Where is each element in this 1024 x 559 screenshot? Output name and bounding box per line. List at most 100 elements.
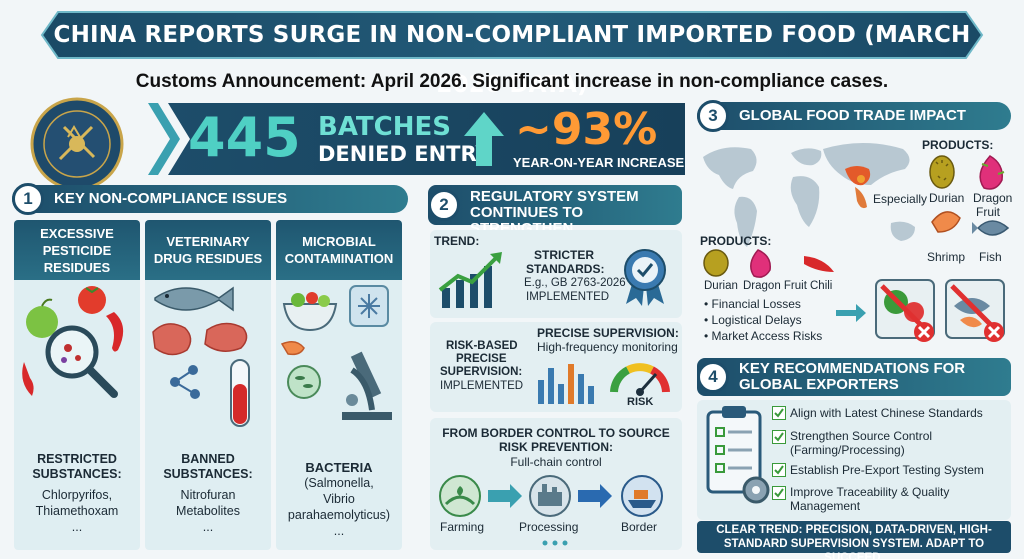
recommendation-item-2-line1: Strengthen Source Control	[790, 429, 933, 443]
certified-badge-icon	[624, 249, 666, 306]
issue-label-line2: BACTERIA	[305, 460, 373, 475]
rejected-products-icons	[875, 279, 1005, 342]
product-fruit-top: Fruit	[976, 205, 1000, 219]
clipboard-checklist-icon	[706, 406, 770, 504]
fish-icon	[976, 220, 1010, 236]
issue-detail-line1: Nitrofuran	[180, 488, 236, 502]
products-label-left: PRODUCTS:	[700, 234, 772, 248]
recommendation-item-4-line2: Management	[790, 499, 861, 513]
product-durian-top: Durian	[929, 191, 965, 205]
issue-label-line2: SUBSTANCES:	[163, 467, 253, 481]
border-title-line1: FROM BORDER CONTROL TO SOURCE	[442, 426, 670, 440]
border-detail: Full-chain control	[510, 455, 602, 469]
supply-chain-flow	[439, 475, 663, 517]
pesticide-produce-icon	[22, 286, 124, 398]
up-arrow-icon	[464, 112, 504, 166]
border-title-line2: RISK PREVENTION:	[498, 440, 613, 454]
pagination-dots	[542, 540, 568, 546]
conclusion-banner: CLEAR TREND: PRECISION, DATA-DRIVEN, HIG…	[697, 521, 1011, 559]
precise-title: PRECISE SUPERVISION:	[537, 326, 679, 340]
microbial-lab-icon	[280, 285, 392, 420]
dragon-fruit-icon	[750, 249, 771, 278]
section2-number: 2	[428, 189, 460, 221]
impact-item: • Market Access Risks	[704, 329, 823, 343]
issue-title: MICROBIAL CONTAMINATION	[276, 220, 402, 280]
product-dragon-left: Dragon Fruit	[743, 280, 807, 292]
issue-title: EXCESSIVE PESTICIDE RESIDUES	[14, 220, 140, 280]
risk-line4: IMPLEMENTED	[440, 380, 524, 392]
issue-title: VETERINARY DRUG RESIDUES	[145, 220, 271, 280]
stricter-detail2: IMPLEMENTED	[526, 291, 610, 303]
product-chili-left: Chili	[810, 280, 833, 292]
section4-title-line2: GLOBAL EXPORTERS	[739, 376, 899, 393]
veterinary-meat-fish-icon	[152, 286, 250, 427]
especially-label: Especially	[873, 192, 928, 206]
checkmark-icon	[772, 463, 786, 477]
section2-title-line1: REGULATORY SYSTEM	[470, 188, 639, 205]
title-banner-shape	[40, 11, 984, 59]
precise-detail: High-frequency monitoring	[537, 340, 678, 354]
product-dragon-top: Dragon	[973, 191, 1013, 205]
impact-market: Market Access Risks	[711, 329, 823, 343]
product-durian-left: Durian	[704, 280, 738, 292]
products-label-top: PRODUCTS:	[922, 138, 994, 152]
stat-banner	[148, 103, 685, 175]
denied-label: DENIED ENTRY	[318, 142, 491, 166]
issue-pesticide-card: EXCESSIVE PESTICIDE RESIDUES RESTRICTED …	[14, 220, 140, 550]
arrow-right-icon	[836, 304, 866, 322]
featured-products-icons	[929, 155, 1010, 236]
checkmark-icon	[772, 486, 786, 500]
chain-processing-label: Processing	[519, 520, 579, 534]
risk-gauge-icon	[610, 363, 670, 396]
issue-label-line2: SUBSTANCES:	[32, 467, 122, 481]
trend-label: TREND:	[434, 234, 480, 248]
checkmark-icon	[772, 430, 786, 444]
monitoring-bars-icon	[538, 364, 594, 404]
stricter-line1: STRICTER	[534, 248, 594, 262]
flow-arrow-icon	[488, 484, 522, 508]
issue-microbial-card: MICROBIAL CONTAMINATION BACTERIA (Salmon…	[276, 220, 402, 550]
checkmark-icon	[772, 406, 786, 420]
impact-logistical: Logistical Delays	[711, 313, 802, 327]
issue-detail-line1: (Salmonella,	[304, 476, 374, 490]
section1-title: KEY NON-COMPLIANCE ISSUES	[54, 190, 288, 207]
gauge-label: RISK	[627, 396, 654, 408]
increase-label: YEAR-ON-YEAR INCREASE	[513, 155, 685, 170]
subtitle: Customs Announcement: April 2026. Signif…	[135, 71, 889, 92]
conclusion-line1: CLEAR TREND: PRECISION, DATA-DRIVEN, HIG…	[716, 524, 992, 536]
issue-detail-line2: Metabolites	[176, 504, 240, 518]
trend-chart-icon	[438, 252, 502, 308]
recommendation-item-2-line2: (Farming/Processing)	[790, 443, 905, 457]
section4-header: 4 KEY RECOMMENDATIONS FOR GLOBAL EXPORTE…	[697, 358, 1011, 396]
conclusion-line2: STANDARD SUPERVISION SYSTEM. ADAPT TO SU…	[723, 538, 985, 559]
stricter-line2: STANDARDS:	[526, 262, 605, 276]
page-title: CHINA REPORTS SURGE IN NON-COMPLIANT IMP…	[53, 22, 971, 98]
chain-farming-label: Farming	[440, 520, 485, 534]
recommendation-item-4-line1: Improve Traceability & Quality	[790, 485, 950, 499]
title-banner: CHINA REPORTS SURGE IN NON-COMPLIANT IMP…	[40, 10, 984, 98]
section3-header: 3 GLOBAL FOOD TRADE IMPACT	[697, 100, 1011, 132]
section1-header: 1 KEY NON-COMPLIANCE ISSUES	[12, 183, 408, 215]
product-shrimp-top: Shrimp	[927, 250, 966, 264]
increase-value: ~93%	[515, 104, 658, 155]
impact-item: • Logistical Delays	[704, 313, 802, 327]
section3-number: 3	[697, 100, 729, 132]
batches-number: 445	[188, 106, 301, 169]
issue-detail-line2: Thiamethoxam	[35, 504, 119, 518]
section4-title-line1: KEY RECOMMENDATIONS FOR	[739, 360, 966, 377]
affected-products-icons	[703, 249, 834, 278]
issue-detail-line3: ...	[202, 520, 214, 534]
issue-detail-line3: parahaemolyticus)	[287, 508, 391, 522]
section1-number: 1	[12, 183, 44, 215]
section4-number: 4	[697, 361, 729, 393]
dragon-fruit-icon	[979, 155, 1003, 190]
stricter-detail1: E.g., GB 2763-2026	[524, 277, 626, 289]
section2-header: 2 REGULATORY SYSTEM CONTINUES TO STRENGT…	[428, 185, 682, 237]
issue-detail-line1: Chlorpyrifos,	[41, 488, 113, 502]
issue-detail-line2: Vibrio	[323, 492, 355, 506]
durian-icon	[703, 249, 729, 277]
batches-label: BATCHES	[318, 112, 451, 142]
product-fish-top: Fish	[979, 250, 1002, 264]
risk-line3: SUPERVISION:	[440, 366, 523, 378]
issue-detail-line4: ...	[333, 524, 345, 538]
